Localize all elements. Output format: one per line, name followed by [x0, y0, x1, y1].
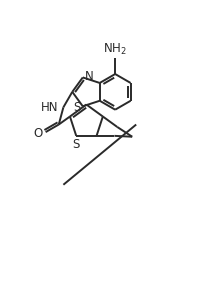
Text: O: O [34, 127, 43, 140]
Text: S: S [73, 100, 80, 113]
Text: S: S [73, 138, 80, 151]
Text: NH$_2$: NH$_2$ [103, 42, 127, 57]
Text: N: N [85, 70, 94, 83]
Text: HN: HN [41, 101, 59, 114]
